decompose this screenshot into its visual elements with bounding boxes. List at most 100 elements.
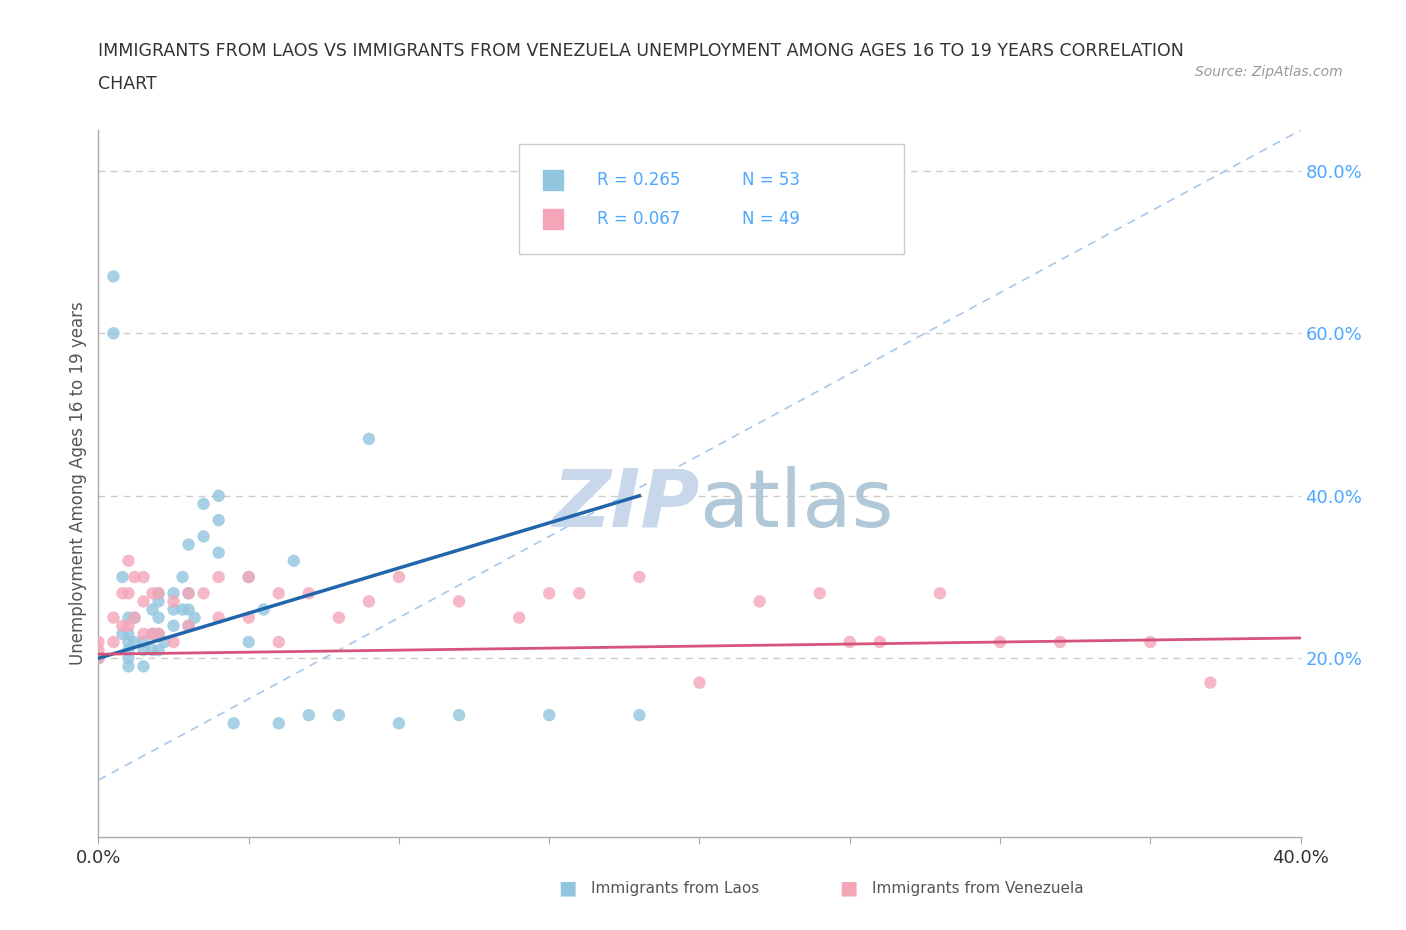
Point: [177, 586, 200, 601]
Point: [117, 643, 139, 658]
Point: [103, 634, 125, 649]
Point: [208, 610, 231, 625]
Point: [298, 708, 321, 723]
Point: [132, 594, 155, 609]
Point: [162, 594, 184, 609]
FancyBboxPatch shape: [519, 144, 904, 254]
Point: [508, 610, 530, 625]
Text: ■: ■: [839, 879, 858, 897]
Point: [689, 675, 711, 690]
Point: [628, 569, 651, 584]
Point: [328, 708, 350, 723]
Point: [238, 610, 260, 625]
Point: [172, 569, 194, 584]
Point: [208, 545, 231, 560]
Point: [172, 602, 194, 617]
Point: [141, 586, 163, 601]
Point: [538, 708, 561, 723]
Point: [177, 618, 200, 633]
Point: [148, 610, 170, 625]
Point: [177, 602, 200, 617]
Text: CHART: CHART: [98, 75, 157, 93]
Point: [148, 627, 170, 642]
Point: [283, 553, 305, 568]
Point: [117, 627, 139, 642]
Point: [117, 610, 139, 625]
Text: Immigrants from Laos: Immigrants from Laos: [591, 881, 759, 896]
Point: [87, 651, 110, 666]
Point: [869, 634, 891, 649]
Point: [447, 708, 470, 723]
Point: [124, 634, 146, 649]
Text: ZIP: ZIP: [553, 466, 700, 544]
Point: [117, 618, 139, 633]
Point: [124, 610, 146, 625]
Point: [267, 586, 290, 601]
Point: [132, 569, 155, 584]
Point: [183, 610, 205, 625]
Point: [148, 586, 170, 601]
Point: [267, 716, 290, 731]
Point: [148, 643, 170, 658]
Point: [357, 432, 380, 446]
Point: [141, 627, 163, 642]
Text: atlas: atlas: [700, 466, 894, 544]
Point: [538, 586, 561, 601]
Point: [238, 569, 260, 584]
Point: [222, 716, 245, 731]
Point: [208, 569, 231, 584]
Point: [141, 643, 163, 658]
Point: [177, 586, 200, 601]
Text: Immigrants from Venezuela: Immigrants from Venezuela: [872, 881, 1084, 896]
Point: [103, 326, 125, 340]
Point: [447, 594, 470, 609]
Text: R = 0.265: R = 0.265: [598, 171, 681, 189]
Point: [132, 634, 155, 649]
Y-axis label: Unemployment Among Ages 16 to 19 years: Unemployment Among Ages 16 to 19 years: [69, 301, 87, 666]
Point: [87, 651, 110, 666]
Point: [162, 602, 184, 617]
Point: [124, 569, 146, 584]
Point: [388, 569, 411, 584]
Point: [929, 586, 952, 601]
Point: [103, 269, 125, 284]
Point: [141, 627, 163, 642]
Point: [238, 569, 260, 584]
Point: [328, 610, 350, 625]
Point: [124, 610, 146, 625]
Point: [808, 586, 831, 601]
Point: [267, 634, 290, 649]
Point: [117, 634, 139, 649]
Point: [193, 497, 215, 512]
Text: IMMIGRANTS FROM LAOS VS IMMIGRANTS FROM VENEZUELA UNEMPLOYMENT AMONG AGES 16 TO : IMMIGRANTS FROM LAOS VS IMMIGRANTS FROM …: [98, 43, 1184, 60]
Point: [568, 586, 591, 601]
Point: [103, 610, 125, 625]
Point: [193, 586, 215, 601]
Text: N = 49: N = 49: [741, 209, 800, 228]
Point: [177, 618, 200, 633]
Point: [148, 586, 170, 601]
Text: ■: ■: [558, 879, 576, 897]
Point: [162, 618, 184, 633]
Point: [87, 634, 110, 649]
Point: [111, 627, 134, 642]
Point: [988, 634, 1011, 649]
Point: [162, 586, 184, 601]
Point: [628, 708, 651, 723]
Point: [748, 594, 770, 609]
Point: [298, 586, 321, 601]
Point: [162, 634, 184, 649]
Point: [193, 529, 215, 544]
Point: [388, 716, 411, 731]
Point: [141, 602, 163, 617]
Point: [117, 659, 139, 674]
Point: [148, 594, 170, 609]
Point: [132, 659, 155, 674]
Point: [117, 553, 139, 568]
Point: [838, 634, 860, 649]
Point: [117, 586, 139, 601]
Point: [208, 512, 231, 527]
Point: [111, 618, 134, 633]
Point: [1139, 634, 1161, 649]
Text: R = 0.067: R = 0.067: [598, 209, 681, 228]
